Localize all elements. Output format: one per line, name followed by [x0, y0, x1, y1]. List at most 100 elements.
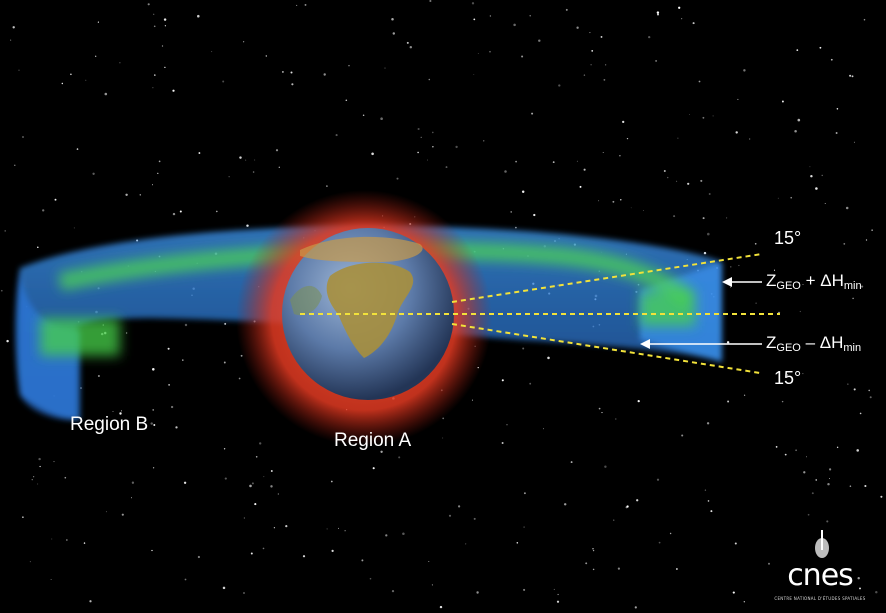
star	[829, 468, 832, 471]
cnes-logo-mark	[815, 530, 829, 558]
star	[326, 185, 328, 187]
star	[576, 26, 579, 29]
star	[338, 527, 340, 529]
star	[702, 116, 705, 119]
star	[183, 481, 187, 484]
star	[152, 184, 153, 186]
star	[112, 411, 114, 413]
star	[361, 559, 364, 562]
star	[291, 83, 294, 86]
star	[455, 145, 458, 149]
star	[477, 52, 479, 54]
star	[243, 41, 245, 43]
star	[476, 591, 479, 594]
star	[634, 606, 637, 609]
star	[33, 476, 35, 478]
star	[781, 100, 784, 103]
star	[615, 418, 617, 420]
star	[330, 480, 333, 483]
star	[861, 285, 864, 288]
star	[281, 70, 284, 73]
star	[708, 193, 711, 195]
star	[228, 176, 230, 178]
star	[576, 160, 578, 162]
star	[583, 74, 586, 76]
star	[104, 92, 108, 96]
star	[730, 266, 732, 268]
star	[827, 482, 830, 486]
star	[249, 484, 252, 488]
star	[734, 542, 737, 545]
star	[223, 448, 226, 450]
star	[853, 388, 856, 391]
star	[270, 485, 273, 488]
star	[175, 426, 178, 429]
upper-15-degree-line	[451, 253, 763, 303]
star	[409, 45, 413, 49]
star	[4, 230, 6, 232]
star	[590, 64, 592, 66]
star	[265, 55, 268, 57]
star	[263, 476, 265, 478]
star	[385, 534, 388, 537]
star	[119, 62, 121, 64]
star	[335, 134, 338, 137]
star	[815, 479, 817, 481]
star	[348, 64, 350, 67]
star	[819, 46, 822, 49]
star	[799, 310, 801, 313]
star	[406, 41, 409, 44]
star	[152, 368, 155, 371]
star	[278, 166, 280, 168]
star	[417, 151, 419, 154]
star	[471, 399, 473, 401]
star	[275, 149, 279, 152]
star	[89, 600, 92, 603]
star	[510, 211, 512, 213]
star	[80, 387, 82, 389]
star	[153, 25, 156, 28]
star	[604, 465, 607, 468]
star	[22, 136, 24, 138]
star	[38, 457, 41, 461]
star	[157, 172, 159, 175]
star	[184, 323, 188, 327]
star	[50, 578, 52, 580]
star	[163, 18, 167, 21]
star	[523, 492, 526, 495]
star	[676, 568, 678, 570]
star	[620, 199, 622, 201]
star	[501, 442, 504, 444]
star	[85, 79, 87, 81]
star	[655, 59, 658, 62]
star	[125, 332, 128, 334]
star	[598, 407, 601, 410]
star	[601, 412, 603, 414]
star	[12, 26, 15, 29]
star	[362, 114, 365, 117]
star	[603, 78, 606, 81]
star	[703, 251, 707, 255]
star	[153, 424, 156, 426]
star	[323, 73, 326, 76]
star	[658, 541, 661, 544]
star	[579, 185, 582, 188]
star	[223, 361, 226, 364]
star	[152, 467, 155, 469]
star	[797, 118, 801, 122]
star	[391, 589, 395, 593]
star	[880, 495, 883, 498]
star	[598, 200, 600, 202]
star	[66, 539, 68, 541]
star	[815, 187, 818, 190]
star	[211, 51, 213, 53]
star	[856, 449, 859, 452]
star	[70, 73, 72, 76]
star	[371, 152, 374, 156]
star	[849, 485, 852, 487]
star	[727, 400, 730, 403]
star	[120, 410, 122, 412]
guide-lines	[300, 253, 780, 374]
lower-angle-label: 15°	[774, 368, 802, 388]
star	[150, 422, 153, 425]
